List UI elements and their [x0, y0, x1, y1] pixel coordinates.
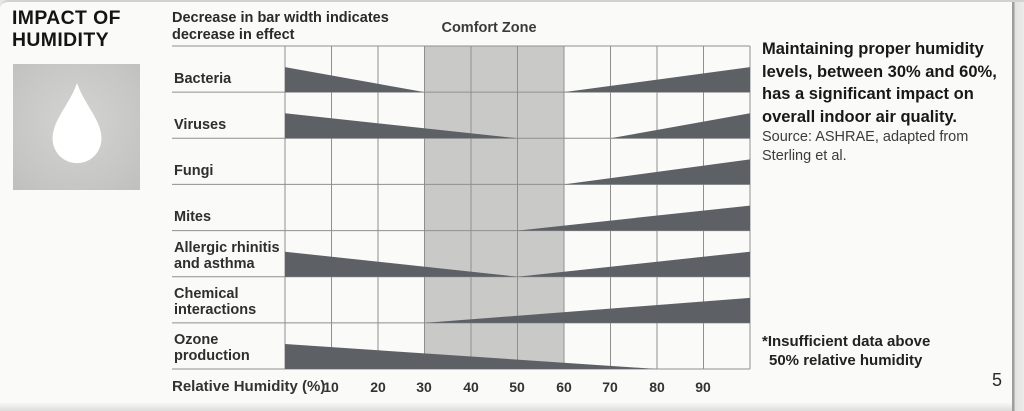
effect-wedge-bar: [285, 113, 518, 139]
source-attribution: Sterling et al.: [762, 148, 847, 164]
footnote: *Insufficient data above 50% relative hu…: [762, 332, 992, 370]
x-tick-40: 40: [463, 379, 479, 395]
effect-wedge-bar: [424, 297, 750, 323]
x-tick-70: 70: [602, 379, 618, 395]
row-label-fungi: Fungi: [174, 163, 214, 179]
x-tick-50: 50: [509, 379, 525, 395]
x-tick-20: 20: [370, 379, 386, 395]
bar-width-legend-note: Decrease in bar width indicates decrease…: [172, 10, 389, 43]
effect-wedge-bar: [517, 205, 750, 231]
sidebar-text-panel: Maintaining proper humidity levels, betw…: [762, 38, 1006, 166]
row-label-ozone-production: Ozone production: [174, 332, 250, 364]
footnote-line: *Insufficient data above: [762, 333, 931, 350]
effect-wedge-bar: [285, 67, 425, 93]
headline-line: overall indoor air quality.: [762, 107, 957, 126]
water-droplet-icon: [52, 82, 101, 164]
effect-wedge-bar: [564, 159, 750, 185]
page-scan-edge-right: [1012, 2, 1024, 411]
row-label-viruses: Viruses: [174, 117, 227, 133]
row-label-mites: Mites: [174, 209, 212, 225]
effect-wedge-bar: [285, 251, 518, 277]
effect-wedge-bar: [517, 251, 750, 277]
x-tick-90: 90: [695, 379, 711, 395]
row-label-chemical-interactions: Chemical interactions: [174, 286, 257, 318]
page-title: IMPACT OF HUMIDITY: [12, 8, 121, 51]
x-axis-label: Relative Humidity (%): [172, 378, 326, 395]
effect-wedge-bar: [610, 113, 750, 139]
x-tick-60: 60: [556, 379, 572, 395]
headline-line: has a significant impact on: [762, 85, 974, 103]
x-tick-80: 80: [649, 379, 665, 395]
humidity-impact-chart: [172, 45, 751, 370]
comfort-zone-label: Comfort Zone: [441, 20, 537, 36]
x-tick-10: 10: [323, 379, 339, 395]
row-label-allergic-rhinitis: Allergic rhinitis and asthma: [174, 240, 280, 272]
humidity-logo-box: [13, 64, 140, 190]
footnote-line: 50% relative humidity: [769, 352, 923, 369]
headline-line: levels, between 30% and 60%,: [762, 62, 997, 81]
page-number: 5: [991, 370, 1002, 390]
effect-wedge-bar: [285, 344, 657, 369]
x-tick-30: 30: [416, 379, 432, 395]
effect-wedge-bar: [564, 67, 750, 93]
headline-line: Maintaining proper humidity: [762, 40, 984, 58]
page-scan-edge-bottom: [0, 402, 1012, 411]
row-label-bacteria: Bacteria: [174, 71, 232, 87]
source-attribution: Source: ASHRAE, adapted from: [762, 129, 969, 145]
